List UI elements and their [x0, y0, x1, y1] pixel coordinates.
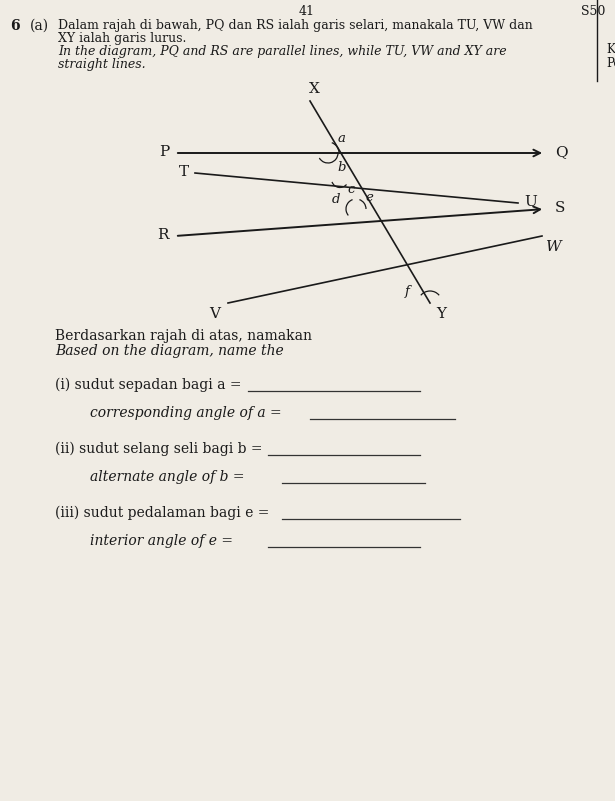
Text: interior angle of e =: interior angle of e =: [90, 534, 237, 548]
Text: XY ialah garis lurus.: XY ialah garis lurus.: [58, 32, 186, 45]
Text: Berdasarkan rajah di atas, namakan: Berdasarkan rajah di atas, namakan: [55, 329, 312, 343]
Text: straight lines.: straight lines.: [58, 58, 146, 71]
Text: Based on the diagram, name the: Based on the diagram, name the: [55, 344, 284, 358]
Text: U: U: [524, 195, 537, 209]
Text: 41: 41: [299, 5, 315, 18]
Text: X: X: [309, 82, 319, 96]
Text: Q: Q: [555, 145, 568, 159]
Text: V: V: [209, 307, 220, 321]
Text: (iii) sudut pedalaman bagi e =: (iii) sudut pedalaman bagi e =: [55, 506, 274, 521]
Text: (ii) sudut selang seli bagi b =: (ii) sudut selang seli bagi b =: [55, 442, 267, 457]
Text: P: P: [159, 145, 169, 159]
Text: K: K: [606, 43, 615, 56]
Text: c: c: [347, 183, 354, 196]
Text: d: d: [331, 193, 340, 206]
Text: S50: S50: [581, 5, 605, 18]
Text: a: a: [338, 132, 346, 145]
Text: b: b: [337, 161, 346, 174]
Text: Y: Y: [436, 307, 446, 321]
Text: corresponding angle of a =: corresponding angle of a =: [90, 406, 286, 420]
Text: T: T: [179, 165, 189, 179]
Text: Dalam rajah di bawah, PQ dan RS ialah garis selari, manakala TU, VW dan: Dalam rajah di bawah, PQ dan RS ialah ga…: [58, 19, 533, 32]
Text: W: W: [546, 240, 561, 254]
Text: Pe: Pe: [606, 57, 615, 70]
Text: In the diagram, PQ and RS are parallel lines, while TU, VW and XY are: In the diagram, PQ and RS are parallel l…: [58, 45, 507, 58]
Text: 6: 6: [10, 19, 20, 33]
Text: S: S: [555, 201, 565, 215]
Text: (i) sudut sepadan bagi a =: (i) sudut sepadan bagi a =: [55, 378, 246, 392]
Text: R: R: [157, 228, 169, 242]
Text: f: f: [405, 285, 410, 298]
Text: alternate angle of b =: alternate angle of b =: [90, 470, 249, 484]
Text: e: e: [365, 191, 373, 204]
Text: (a): (a): [30, 19, 49, 33]
